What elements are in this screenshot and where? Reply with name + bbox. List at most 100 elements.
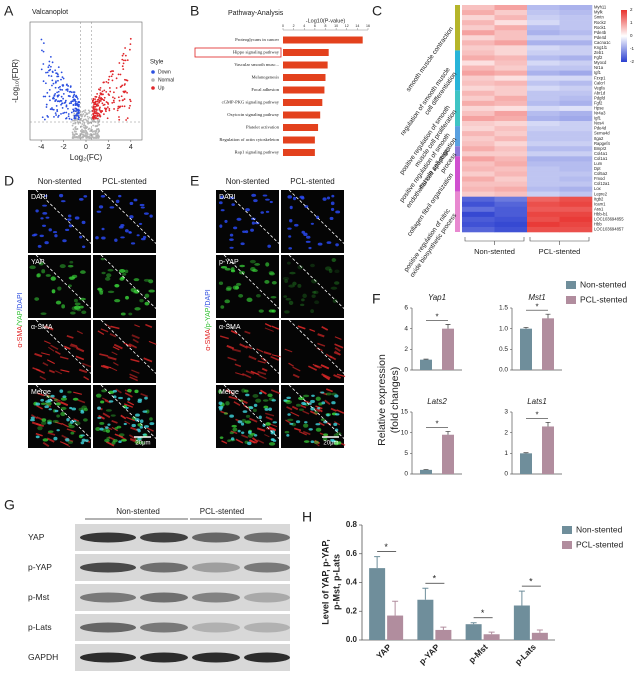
yap-signal (124, 269, 129, 274)
micrograph (93, 190, 156, 253)
volcano-point (96, 135, 99, 138)
category-label: Platelet activation (246, 125, 280, 130)
volcano-point (45, 106, 48, 108)
volcano-point (122, 68, 125, 70)
volcano-point (72, 96, 74, 99)
yap-signal (271, 280, 277, 285)
yap-signal (322, 437, 328, 442)
sma-fiber (148, 340, 157, 345)
volcano-point (98, 99, 101, 102)
sma-fiber (334, 346, 341, 352)
volcano-point (103, 103, 106, 106)
heat-cell (462, 40, 495, 46)
volcano-point (126, 59, 129, 62)
volcano-point (96, 98, 99, 101)
heat-cell (462, 181, 495, 187)
yap-signal (99, 422, 105, 425)
volcano-point (111, 73, 114, 76)
nucleus (287, 413, 291, 416)
heat-cell (559, 191, 593, 197)
nucleus (118, 194, 122, 198)
yap-signal (252, 394, 259, 398)
sma-fiber (70, 343, 78, 347)
sma-fiber (320, 364, 330, 370)
heat-cell (527, 15, 560, 21)
x-tick-label: 2 (106, 144, 110, 151)
x-tick-label: 16 (366, 24, 370, 28)
volcano-point (68, 102, 71, 105)
yap-signal (130, 287, 136, 293)
yap-signal (41, 269, 46, 274)
gene-label: Lox (594, 186, 602, 191)
volcano-point (123, 105, 126, 108)
volcano-point (99, 100, 102, 102)
yap-signal (220, 266, 228, 269)
sma-fiber (264, 434, 270, 438)
volcano-point (72, 134, 74, 136)
yap-signal (122, 273, 127, 276)
nucleus (100, 194, 106, 198)
group-strip (455, 90, 460, 127)
yap-signal (225, 401, 230, 406)
volcano-point (48, 88, 51, 91)
y-axis-label: -Log₁₀(FDR) (11, 59, 20, 103)
boundary-line (100, 384, 157, 439)
y-tick-label: 0 (404, 471, 408, 478)
group-strip (455, 191, 460, 232)
gene-label: Calcrl (594, 80, 605, 85)
nucleus (289, 219, 293, 223)
sma-fiber (325, 388, 333, 393)
yap-signal (250, 266, 256, 272)
axes (511, 308, 562, 371)
nucleus (245, 230, 249, 234)
gene-label: Fzxp1 (594, 75, 606, 80)
sma-fiber (115, 388, 122, 394)
sma-fiber (124, 392, 133, 398)
volcano-point (102, 99, 105, 101)
volcano-point (85, 112, 88, 115)
boundary-line (35, 384, 92, 439)
yap-signal (325, 392, 332, 396)
volcano-point (129, 43, 132, 45)
yap-signal (101, 389, 107, 393)
sma-fiber (245, 345, 253, 350)
y-axis-label: p-Mst, p-Lats (331, 554, 341, 610)
nucleus (47, 421, 52, 425)
legend-title: Style (150, 60, 164, 66)
volcano-point (94, 125, 97, 127)
volcano-point (126, 91, 128, 94)
sma-fiber (293, 427, 302, 432)
sma-fiber (271, 354, 281, 358)
volcano-point (122, 52, 125, 55)
panel-letter: G (4, 497, 15, 513)
volcano-point (92, 105, 95, 108)
colorbar-tick-label: -1 (630, 46, 634, 51)
nucleus (334, 394, 339, 398)
heat-cell (559, 196, 593, 203)
yap-signal (303, 394, 310, 398)
y-axis-label: Level of YAP, p-YAP, (320, 539, 330, 624)
bar (513, 605, 530, 640)
yap-signal (125, 295, 129, 300)
volcano-point (42, 80, 45, 83)
nucleus (68, 224, 73, 228)
nucleus (50, 394, 55, 398)
volcano-point (113, 97, 116, 100)
gene-label: Kng1l1 (594, 45, 608, 50)
yap-signal (112, 439, 118, 443)
plot-title: Pathway-Analysis (228, 10, 284, 17)
nucleus (97, 406, 102, 410)
volcano-point (68, 91, 71, 93)
volcano-point (81, 131, 84, 134)
heat-cell (559, 126, 593, 132)
volcano-point (120, 95, 123, 98)
column-label: Non-stented (474, 247, 515, 256)
nucleus (330, 207, 335, 211)
yap-signal (104, 438, 110, 443)
nucleus (321, 401, 326, 405)
nucleus (305, 240, 311, 243)
gene-label: Pde4b (594, 30, 607, 35)
boundary-line (223, 189, 280, 244)
band (140, 592, 188, 603)
nucleus (287, 195, 293, 199)
